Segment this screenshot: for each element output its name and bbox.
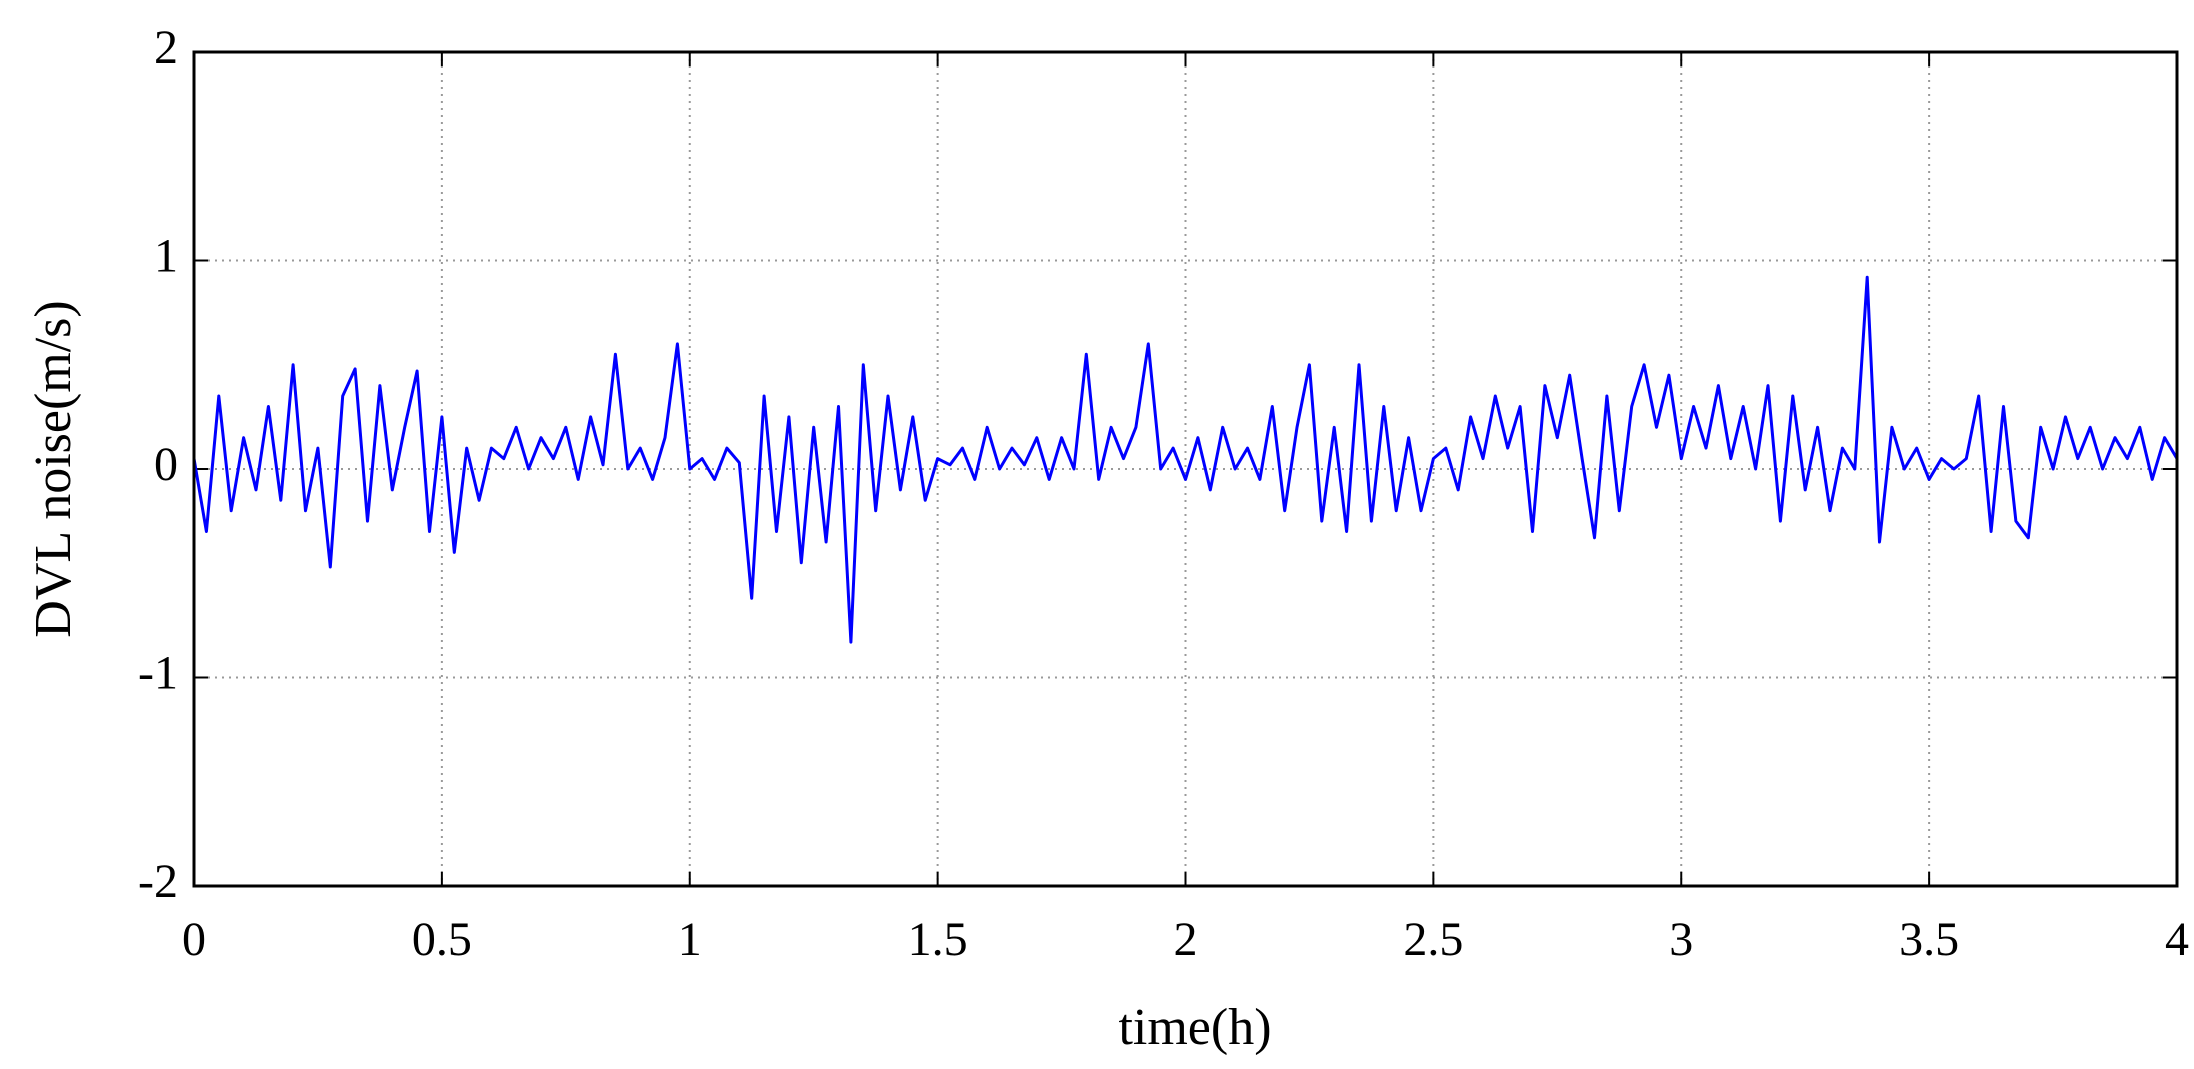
y-tick-label: 1 [154, 230, 178, 283]
y-tick-label: 2 [154, 21, 178, 74]
x-tick-label: 2 [1174, 913, 1198, 966]
y-axis-label: DVL noise(m/s) [25, 300, 82, 637]
data-line [192, 275, 2179, 644]
x-tick-label: 4 [2165, 913, 2189, 966]
y-tick-label: 0 [154, 438, 178, 491]
x-tick-label: 1.5 [908, 913, 968, 966]
x-tick-label: 0.5 [412, 913, 472, 966]
plot-frame [192, 50, 2179, 888]
y-tick-label: -2 [138, 855, 178, 908]
x-tick-label: 1 [678, 913, 702, 966]
y-tick-label: -1 [138, 647, 178, 700]
x-tick-label: 3.5 [1899, 913, 1959, 966]
x-tick-label: 3 [1669, 913, 1693, 966]
x-axis-label: time(h) [1118, 999, 1271, 1056]
x-tick-label: 0 [182, 913, 206, 966]
x-tick-label: 2.5 [1403, 913, 1463, 966]
